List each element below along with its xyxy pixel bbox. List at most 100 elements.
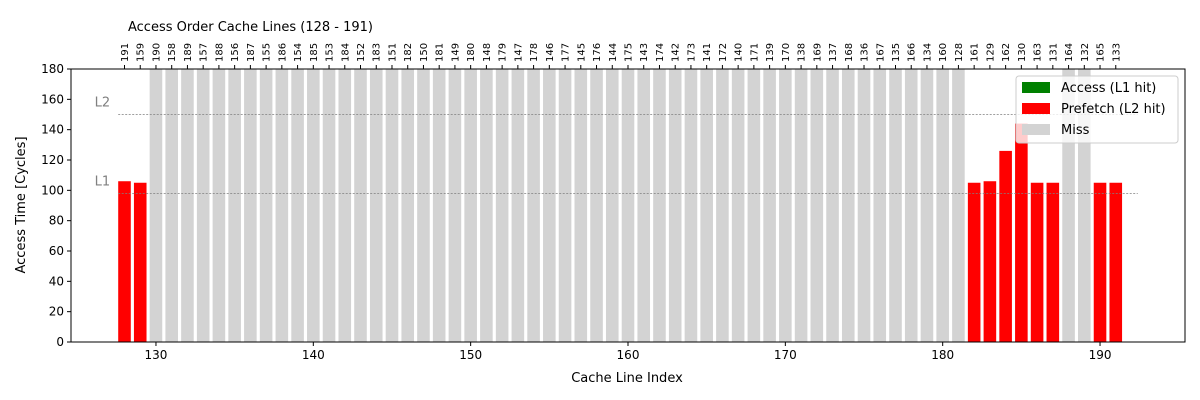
top-tick-label: 137 xyxy=(828,43,839,62)
top-tick-label: 143 xyxy=(639,43,650,62)
bar-191 xyxy=(1109,182,1123,342)
x-tick-label: 130 xyxy=(145,348,168,362)
y-tick-label: 80 xyxy=(49,214,64,228)
top-tick-label: 131 xyxy=(1048,43,1059,62)
bar-152 xyxy=(495,69,509,342)
bar-158 xyxy=(590,69,603,342)
bar-129 xyxy=(133,182,147,342)
top-tick-label: 151 xyxy=(387,43,398,62)
bar-168 xyxy=(747,69,761,342)
bar-175 xyxy=(857,69,871,342)
top-tick-label: 169 xyxy=(812,43,823,62)
top-tick-label: 153 xyxy=(325,43,336,62)
top-tick-label: 133 xyxy=(1111,43,1122,62)
top-tick-label: 140 xyxy=(734,43,745,62)
chart-title: Access Order Cache Lines (128 - 191) xyxy=(128,20,373,35)
top-tick-label: 174 xyxy=(655,43,666,62)
bar-171 xyxy=(794,69,808,342)
bar-167 xyxy=(731,69,745,342)
top-tick-label: 159 xyxy=(136,43,147,62)
bar-144 xyxy=(369,69,383,342)
x-axis-label: Cache Line Index xyxy=(571,371,683,386)
bar-148 xyxy=(432,69,446,342)
top-tick-label: 184 xyxy=(340,43,351,62)
bar-147 xyxy=(417,69,430,342)
top-tick-label: 152 xyxy=(356,43,367,62)
legend-label: Access (L1 hit) xyxy=(1061,81,1156,96)
y-tick-label: 180 xyxy=(41,62,64,76)
legend-swatch xyxy=(1022,124,1050,135)
top-tick-label: 155 xyxy=(262,43,273,62)
x-tick-label: 150 xyxy=(459,348,482,362)
top-tick-label: 183 xyxy=(372,43,383,62)
y-tick-label: 40 xyxy=(49,274,64,288)
legend-label: Miss xyxy=(1061,123,1090,138)
bar-143 xyxy=(354,69,367,342)
top-tick-label: 145 xyxy=(576,43,587,62)
top-tick-label: 148 xyxy=(482,43,493,62)
legend-box xyxy=(1015,75,1179,144)
bar-163 xyxy=(668,69,682,342)
bar-169 xyxy=(763,69,776,342)
top-tick-label: 191 xyxy=(120,43,131,62)
top-tick-label: 188 xyxy=(214,43,225,62)
y-tick-label: 20 xyxy=(49,305,64,319)
bar-181 xyxy=(952,69,965,342)
top-tick-label: 171 xyxy=(749,43,760,62)
top-tick-label: 136 xyxy=(860,43,871,62)
bar-142 xyxy=(338,69,352,342)
y-tick-label: 120 xyxy=(41,153,64,167)
bar-183 xyxy=(983,181,997,342)
top-tick-label: 156 xyxy=(230,43,241,62)
legend-label: Prefetch (L2 hit) xyxy=(1061,102,1166,117)
top-tick-label: 165 xyxy=(1096,43,1107,62)
bar-145 xyxy=(385,69,399,342)
legend: Access (L1 hit) Prefetch (L2 hit) Miss xyxy=(1015,75,1179,144)
top-tick-label: 173 xyxy=(686,43,697,62)
top-tick-label: 149 xyxy=(450,43,461,62)
top-tick-label: 166 xyxy=(907,43,918,62)
top-tick-label: 187 xyxy=(246,43,257,62)
bar-160 xyxy=(621,69,635,342)
bar-182 xyxy=(967,182,981,342)
bar-170 xyxy=(779,69,792,342)
bar-174 xyxy=(841,69,855,342)
top-tick-label: 130 xyxy=(1017,43,1028,62)
bar-151 xyxy=(480,69,493,342)
bar-164 xyxy=(684,69,698,342)
bar-154 xyxy=(527,69,540,342)
bar-135 xyxy=(228,69,241,342)
top-tick-label: 150 xyxy=(419,43,430,62)
bar-173 xyxy=(826,69,839,342)
bar-186 xyxy=(1030,182,1044,342)
bar-159 xyxy=(605,69,619,342)
x-tick-label: 170 xyxy=(774,348,797,362)
top-tick-label: 147 xyxy=(513,43,524,62)
legend-swatch xyxy=(1022,82,1050,93)
bar-138 xyxy=(275,69,289,342)
bar-155 xyxy=(543,69,556,342)
bar-190 xyxy=(1093,182,1107,342)
top-tick-label: 172 xyxy=(718,43,729,62)
top-tick-label: 129 xyxy=(985,43,996,62)
bar-184 xyxy=(999,150,1012,342)
bar-134 xyxy=(212,69,226,342)
top-tick-label: 128 xyxy=(954,43,965,62)
x-tick-label: 180 xyxy=(931,348,954,362)
top-tick-label: 177 xyxy=(561,43,572,62)
top-tick-label: 139 xyxy=(765,43,776,62)
top-tick-label: 179 xyxy=(498,43,509,62)
bar-139 xyxy=(291,69,304,342)
bar-185 xyxy=(1015,123,1028,342)
top-tick-label: 134 xyxy=(922,43,933,62)
bar-172 xyxy=(810,69,824,342)
y-tick-label: 60 xyxy=(49,244,64,258)
bar-130 xyxy=(149,69,163,342)
x-tick-label: 190 xyxy=(1089,348,1112,362)
access-order-labels: 191 159 190 158 189 157 188 156 187 155 186 154 185 1… xyxy=(120,43,1122,69)
y-tick-label: 0 xyxy=(56,335,64,349)
y-tick-label: 100 xyxy=(41,183,64,197)
bars-layer xyxy=(118,69,1123,342)
bar-176 xyxy=(873,69,887,342)
